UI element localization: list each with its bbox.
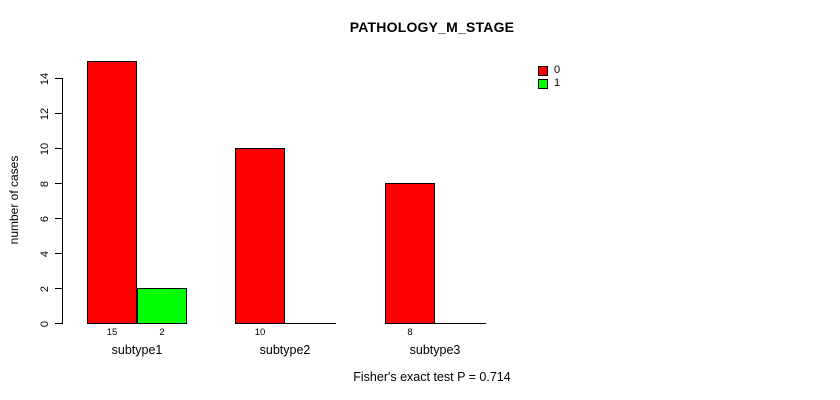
bar-value-label-subtype1-1: 2 — [159, 327, 165, 338]
y-tick-10 — [55, 148, 62, 149]
x-category-label-subtype3: subtype3 — [409, 343, 461, 357]
y-tick-label-0: 0 — [39, 320, 51, 327]
bar-subtype1-1 — [137, 288, 187, 324]
bar-subtype3-0 — [385, 183, 435, 324]
chart-title: PATHOLOGY_M_STAGE — [349, 19, 515, 35]
legend-label-1: 1 — [554, 77, 561, 89]
y-tick-label-6: 6 — [39, 215, 51, 222]
legend-item-0: 0 — [538, 65, 560, 76]
y-tick-label-4: 4 — [39, 250, 51, 257]
y-tick-0 — [55, 323, 62, 324]
y-tick-label-14: 14 — [39, 72, 51, 85]
y-tick-label-2: 2 — [39, 285, 51, 292]
bar-value-label-subtype2-0: 10 — [254, 327, 266, 338]
bar-subtype2-0 — [235, 148, 285, 324]
fisher-test-annotation: Fisher's exact test P = 0.714 — [353, 370, 511, 384]
bar-value-label-subtype1-0: 15 — [106, 327, 118, 338]
y-axis-line — [62, 78, 63, 324]
x-category-label-subtype1: subtype1 — [111, 343, 163, 357]
zero-bar-subtype2-1 — [285, 323, 336, 324]
legend-label-0: 0 — [554, 64, 561, 76]
y-tick-8 — [55, 183, 62, 184]
y-tick-6 — [55, 218, 62, 219]
y-tick-label-10: 10 — [39, 142, 51, 155]
legend-swatch-icon-1 — [538, 78, 548, 89]
bar-value-label-subtype3-0: 8 — [407, 327, 413, 338]
y-tick-label-12: 12 — [39, 107, 51, 120]
legend-item-1: 1 — [538, 78, 560, 89]
y-tick-4 — [55, 253, 62, 254]
legend-swatch-icon-0 — [538, 65, 548, 76]
bar-subtype1-0 — [87, 60, 137, 324]
y-axis-title: number of cases — [7, 155, 21, 245]
zero-bar-subtype3-1 — [435, 323, 486, 324]
y-tick-12 — [55, 113, 62, 114]
y-tick-2 — [55, 288, 62, 289]
y-tick-14 — [55, 78, 62, 79]
y-tick-label-8: 8 — [39, 180, 51, 187]
x-category-label-subtype2: subtype2 — [259, 343, 311, 357]
